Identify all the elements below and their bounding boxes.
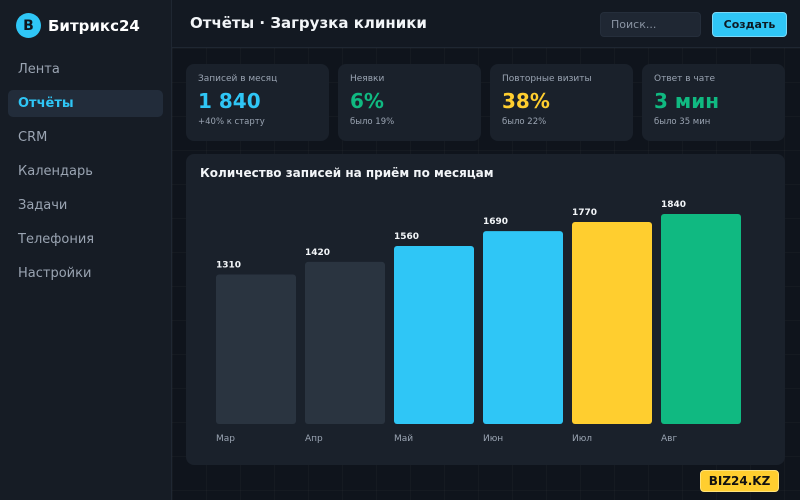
bar-value-label: 1690 <box>483 217 508 227</box>
sidebar-item-reports[interactable]: Отчёты <box>8 90 163 117</box>
kpi-card-no-shows: Неявки 6% было 19% <box>338 64 481 141</box>
app-name: Битрикс24 <box>48 16 140 35</box>
kpi-card-chat-response: Ответ в чате 3 мин было 35 мин <box>642 64 785 141</box>
x-tick-label: Июл <box>572 434 592 444</box>
bar-chart-card: Количество записей на приём по месяцам 1… <box>186 154 785 465</box>
sidebar-item-crm[interactable]: CRM <box>18 130 48 145</box>
bar-Апр <box>305 261 385 424</box>
logo-badge-icon: B <box>16 13 41 38</box>
sidebar-item-settings[interactable]: Настройки <box>18 266 92 281</box>
bar-value-label: 1420 <box>305 248 330 258</box>
bar-value-label: 1560 <box>394 232 419 242</box>
x-tick-label: Май <box>394 434 413 444</box>
kpi-value: 6% <box>350 89 384 113</box>
top-header: Отчёты · Загрузка клиники Создать <box>172 0 800 48</box>
search-input[interactable] <box>600 12 701 37</box>
sidebar-item-telephony[interactable]: Телефония <box>18 232 95 247</box>
kpi-card-repeat-visits: Повторные визиты 38% было 22% <box>490 64 633 141</box>
kpi-sub: было 22% <box>502 117 547 127</box>
bar-Июн <box>483 231 563 424</box>
kpi-sub: было 35 мин <box>654 117 711 127</box>
sidebar-nav: Лента Отчёты CRM Календарь Задачи Телефо… <box>8 56 163 294</box>
bar-Июл <box>572 221 652 424</box>
x-tick-label: Авг <box>661 434 677 444</box>
watermark-logo: BIZ24.KZ <box>700 470 779 492</box>
sidebar-item-calendar[interactable]: Календарь <box>18 164 93 179</box>
kpi-label: Повторные визиты <box>502 74 592 84</box>
kpi-label: Записей в месяц <box>198 74 278 84</box>
x-tick-label: Июн <box>483 434 503 444</box>
kpi-value: 38% <box>502 89 550 113</box>
kpi-sub: было 19% <box>350 117 395 127</box>
sidebar-item-feed[interactable]: Лента <box>18 62 60 77</box>
kpi-label: Ответ в чате <box>654 74 716 84</box>
sidebar-item-tasks[interactable]: Задачи <box>18 198 68 213</box>
page-title: Отчёты · Загрузка клиники <box>190 14 427 32</box>
chart-title: Количество записей на приём по месяцам <box>200 166 494 180</box>
sidebar: B Битрикс24 Лента Отчёты CRM Календарь З… <box>0 0 172 500</box>
kpi-sub: +40% к старту <box>198 117 265 127</box>
kpi-label: Неявки <box>350 74 385 84</box>
app-logo[interactable]: B Битрикс24 <box>16 13 140 38</box>
bar-Авг <box>661 214 741 424</box>
bar-value-label: 1840 <box>661 200 686 210</box>
bar-chart: 1310 Мар 1420 Апр 1560 Май 1690 Июн 1770 Июл 1840 А… <box>216 200 741 444</box>
x-tick-label: Мар <box>216 434 235 444</box>
kpi-value: 3 мин <box>654 89 720 113</box>
kpi-value: 1 840 <box>198 89 261 113</box>
kpi-card-appointments: Записей в месяц 1 840 +40% к старту <box>186 64 329 141</box>
kpi-row: Записей в месяц 1 840 +40% к старту Неяв… <box>186 64 785 141</box>
bar-value-label: 1770 <box>572 208 597 218</box>
x-tick-label: Апр <box>305 434 323 444</box>
bar-value-label: 1310 <box>216 260 241 270</box>
bar-Мар <box>216 274 296 424</box>
bar-Май <box>394 245 474 424</box>
create-button[interactable]: Создать <box>712 12 787 37</box>
